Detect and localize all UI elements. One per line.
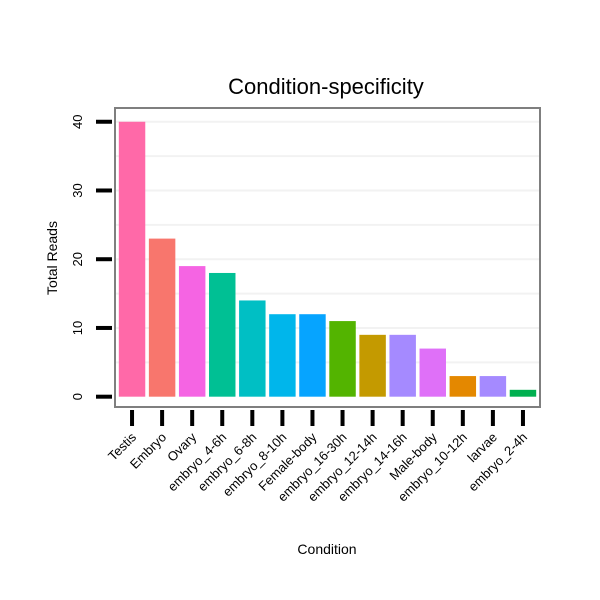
y-tick-label: 10 [70, 321, 85, 335]
bar [178, 266, 206, 397]
bar [148, 238, 176, 397]
y-tick-label: 20 [70, 252, 85, 266]
bars [118, 121, 537, 397]
bar [329, 321, 356, 397]
bar [299, 314, 326, 397]
bar [118, 121, 146, 397]
bar [269, 314, 296, 397]
chart-title: Condition-specificity [228, 74, 424, 99]
bar [509, 389, 537, 397]
y-tick-label: 30 [70, 183, 85, 197]
bar [449, 376, 477, 397]
x-axis: TestisEmbryoOvaryembryo_4-6hembryo_6-8he… [105, 410, 530, 505]
bar [359, 334, 386, 397]
y-tick-label: 0 [70, 393, 85, 400]
x-axis-label: Condition [297, 541, 356, 557]
plot-border [114, 107, 541, 408]
y-axis: 0 10 20 30 40 [70, 115, 112, 400]
bar [209, 272, 236, 397]
bar [479, 376, 507, 397]
y-tick-label: 40 [70, 115, 85, 129]
bar [389, 334, 416, 397]
y-axis-label: Total Reads [44, 221, 60, 295]
bar [419, 348, 446, 397]
bar [239, 300, 266, 397]
